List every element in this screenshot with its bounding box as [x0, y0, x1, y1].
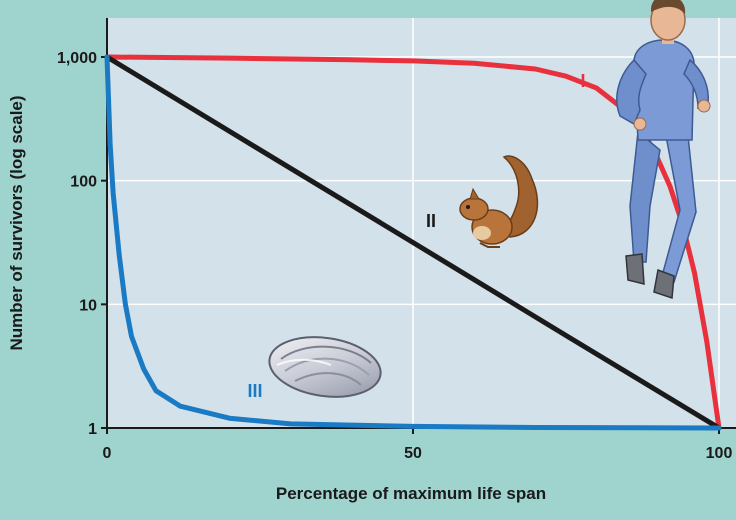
x-tick-label-1: 50	[404, 445, 422, 462]
oyster-icon	[268, 336, 382, 398]
x-tick-label-0: 0	[103, 445, 112, 462]
y-tick-label-2: 100	[70, 174, 97, 191]
series-line-3	[104, 54, 722, 431]
series-label-1: I	[580, 71, 585, 91]
human-runner-icon	[616, 0, 711, 300]
squirrel-icon	[459, 155, 539, 248]
series-label-3: III	[247, 381, 262, 401]
y-tick-label-3: 1,000	[57, 50, 97, 67]
x-tick-label-2: 100	[706, 445, 733, 462]
series-line-1	[104, 54, 722, 431]
series-line-2	[104, 54, 722, 431]
x-axis-title: Percentage of maximum life span	[276, 484, 546, 503]
tick-labels: 1 10 100 1,000 0 50 100	[57, 50, 732, 462]
series-label-2: II	[426, 211, 436, 231]
y-tick-label-0: 1	[88, 421, 97, 438]
y-axis-title: Number of survivors (log scale)	[7, 95, 26, 350]
y-tick-label-1: 10	[79, 297, 97, 314]
